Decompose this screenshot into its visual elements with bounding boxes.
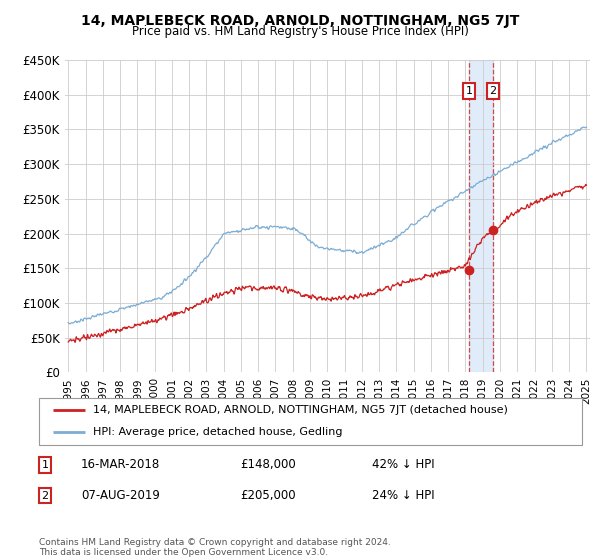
Text: 1: 1: [466, 86, 473, 96]
Text: Contains HM Land Registry data © Crown copyright and database right 2024.
This d: Contains HM Land Registry data © Crown c…: [39, 538, 391, 557]
FancyBboxPatch shape: [39, 398, 582, 445]
Text: 1: 1: [41, 460, 49, 470]
Text: 24% ↓ HPI: 24% ↓ HPI: [372, 489, 434, 502]
Text: 16-MAR-2018: 16-MAR-2018: [81, 458, 160, 472]
Text: HPI: Average price, detached house, Gedling: HPI: Average price, detached house, Gedl…: [94, 427, 343, 437]
Text: 14, MAPLEBECK ROAD, ARNOLD, NOTTINGHAM, NG5 7JT (detached house): 14, MAPLEBECK ROAD, ARNOLD, NOTTINGHAM, …: [94, 405, 508, 416]
Text: 07-AUG-2019: 07-AUG-2019: [81, 489, 160, 502]
Text: 42% ↓ HPI: 42% ↓ HPI: [372, 458, 434, 472]
Bar: [469, 60, 493, 372]
Text: Price paid vs. HM Land Registry's House Price Index (HPI): Price paid vs. HM Land Registry's House …: [131, 25, 469, 38]
Text: 2: 2: [41, 491, 49, 501]
Text: £205,000: £205,000: [240, 489, 296, 502]
Text: 14, MAPLEBECK ROAD, ARNOLD, NOTTINGHAM, NG5 7JT: 14, MAPLEBECK ROAD, ARNOLD, NOTTINGHAM, …: [81, 14, 519, 28]
Text: 2: 2: [490, 86, 496, 96]
Text: £148,000: £148,000: [240, 458, 296, 472]
